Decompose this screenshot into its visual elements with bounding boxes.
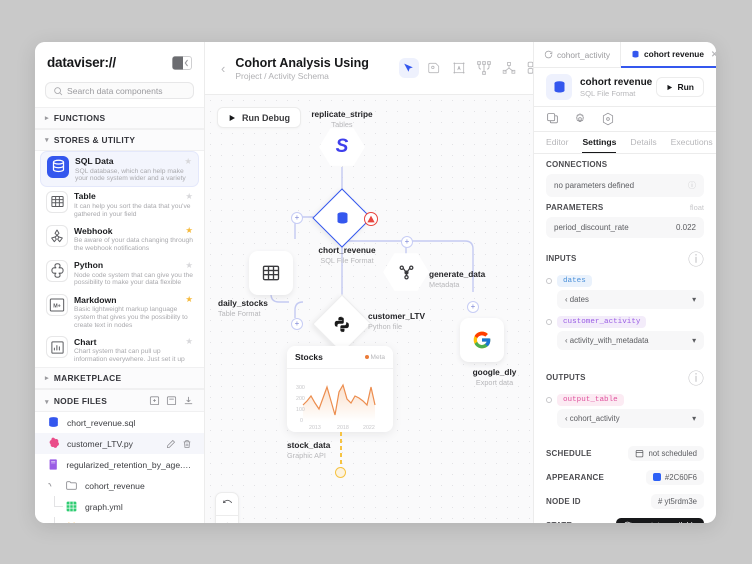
svg-text:100: 100 (296, 407, 305, 413)
svg-text:0: 0 (300, 418, 303, 424)
svg-text:300: 300 (296, 385, 305, 391)
svg-text:200: 200 (296, 396, 305, 402)
svg-text:2018: 2018 (337, 425, 349, 431)
svg-text:2013: 2013 (309, 425, 321, 431)
svg-text:2022: 2022 (363, 425, 375, 431)
svg-text:M+: M+ (53, 303, 61, 309)
